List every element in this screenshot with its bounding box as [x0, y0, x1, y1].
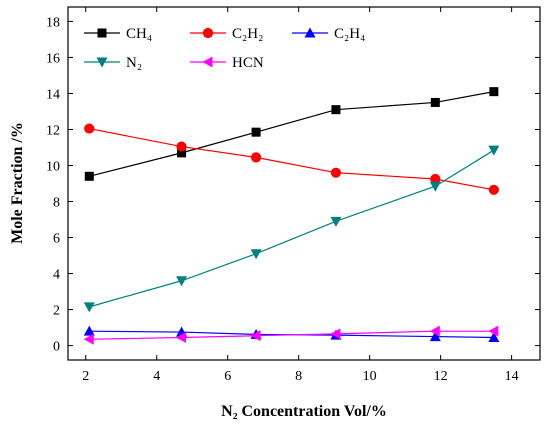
series-3 [83, 145, 500, 313]
data-point-2-0 [83, 325, 95, 336]
x-tick-label-6: 14 [505, 369, 519, 384]
data-point-0-4 [430, 97, 440, 107]
data-point-0-2 [251, 127, 261, 137]
data-point-1-1 [176, 141, 187, 152]
data-point-3-4 [429, 181, 441, 192]
data-point-2-5 [488, 331, 500, 342]
plot-frame [67, 6, 541, 361]
series-line-4 [89, 330, 494, 340]
data-point-4-1 [176, 331, 187, 343]
data-point-4-2 [250, 330, 261, 342]
data-point-2-4 [429, 331, 441, 342]
legend-marker-3 [96, 57, 108, 68]
y-tick-label-4: 8 [53, 196, 60, 211]
legend-label-4: HCN [232, 55, 264, 71]
series-layer [83, 87, 500, 345]
x-tick-label-5: 12 [434, 369, 448, 384]
series-line-0 [89, 91, 494, 177]
legend-item-0: CH₄ [84, 26, 152, 42]
data-point-0-5 [489, 87, 499, 97]
x-axis-title: N₂ Concentration Vol/% [221, 403, 387, 420]
legend-label-2: C₂H₄ [334, 26, 365, 42]
series-line-3 [89, 149, 495, 308]
data-point-1-0 [84, 123, 95, 134]
x-tick-label-3: 8 [295, 369, 302, 384]
data-point-4-0 [83, 333, 94, 345]
y-tick-label-7: 14 [46, 87, 60, 102]
y-tick-label-0: 0 [53, 340, 60, 355]
legend-label-3: N₂ [126, 55, 142, 71]
y-tick-label-6: 12 [46, 123, 60, 138]
legend-item-1: C₂H₂ [190, 26, 263, 42]
legend-marker-2 [304, 27, 316, 38]
legend-label-0: CH₄ [126, 26, 152, 42]
axis-ticks: 2 4 6 8 10 12 14 0 2 4 6 8 10 12 14 16 18 [46, 7, 540, 384]
y-tick-label-2: 4 [53, 268, 60, 283]
x-tick-label-0: 2 [82, 369, 89, 384]
x-tick-label-1: 4 [153, 369, 160, 384]
data-point-3-5 [488, 145, 500, 156]
data-point-1-5 [488, 184, 499, 195]
data-point-0-3 [331, 105, 341, 115]
data-point-0-1 [177, 148, 187, 158]
data-point-1-2 [250, 152, 262, 163]
legend: CH₄ C₂H₂ C₂H₄ N₂ HCN [84, 26, 365, 71]
data-point-3-1 [176, 276, 188, 287]
y-tick-label-3: 6 [53, 232, 60, 247]
legend-marker-0 [97, 28, 107, 38]
legend-marker-1 [202, 27, 214, 39]
data-point-4-5 [488, 325, 499, 337]
x-tick-label-4: 10 [363, 369, 377, 384]
y-tick-label-9: 18 [46, 15, 60, 30]
data-point-4-4 [429, 325, 440, 337]
y-axis-title: Mole Fraction /% [9, 122, 26, 244]
data-point-0-0 [84, 171, 94, 181]
data-point-4-3 [330, 328, 341, 340]
y-tick-label-5: 10 [46, 159, 60, 174]
data-point-3-3 [330, 216, 342, 227]
data-point-3-2 [250, 249, 262, 260]
legend-label-1: C₂H₂ [232, 26, 263, 42]
legend-item-2: C₂H₄ [292, 26, 365, 42]
series-4 [83, 325, 499, 345]
y-tick-label-1: 2 [53, 304, 60, 319]
series-0 [84, 87, 499, 181]
legend-marker-4 [202, 56, 213, 68]
legend-item-3: N₂ [84, 55, 142, 71]
y-tick-label-8: 16 [46, 51, 60, 66]
legend-item-4: HCN [190, 55, 264, 71]
data-point-1-3 [330, 167, 342, 178]
x-tick-label-2: 6 [224, 369, 231, 384]
data-point-1-4 [430, 173, 441, 185]
data-point-3-0 [83, 302, 95, 313]
